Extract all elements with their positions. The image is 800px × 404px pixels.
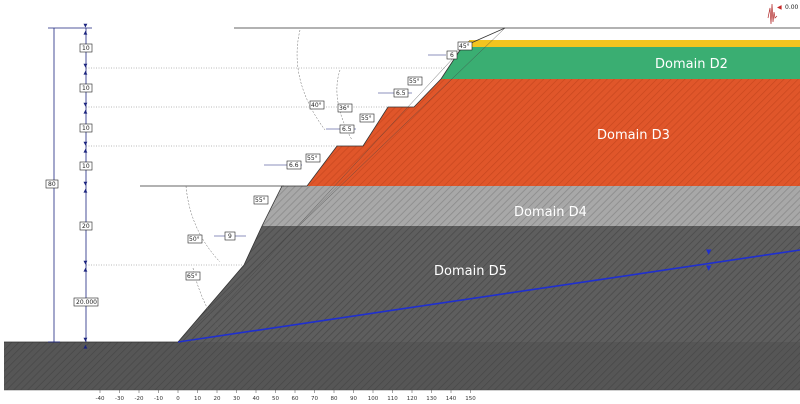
water-table-line [177, 249, 800, 343]
x-tick-label: 140 [446, 396, 457, 402]
domain-d1-region [462, 40, 800, 47]
bench-width-label: 6.5 [396, 90, 406, 97]
base-height-label: 20.000 [76, 299, 97, 306]
x-tick-label: 50 [272, 396, 279, 402]
face-angle-label: 55° [255, 197, 266, 204]
bench-height-labels: 10 10 10 10 20 20.000 [73, 43, 99, 307]
x-tick-label: 40 [253, 396, 260, 402]
angle-arcs [185, 29, 353, 331]
domain-d2-label: Domain D2 [655, 57, 728, 72]
bench-height-label: 10 [82, 85, 90, 92]
total-height-label: 80 [48, 181, 56, 188]
dim-arrow-icon: ▲ [84, 267, 88, 273]
overall-angle-label: 40° [311, 102, 322, 109]
face-angle-label: 55° [307, 155, 318, 162]
x-tick-label: 70 [311, 396, 318, 402]
bench-height-label: 10 [82, 45, 90, 52]
dim-arrow-icon: ▲ [84, 188, 88, 194]
face-angle-labels: 45° 55° 55° 55° 55° 65° [185, 41, 473, 281]
face-angle-label: 55° [361, 115, 372, 122]
bench-width-label: 6.6 [289, 162, 299, 169]
dim-arrow-icon: ▲ [84, 148, 88, 154]
domain-d3-region [282, 79, 800, 186]
x-tick-label: 150 [465, 396, 476, 402]
dim-arrow-icon: ▼ [84, 102, 88, 108]
domain-d3-label: Domain D3 [597, 128, 670, 143]
dim-arrow-icon: ▼ [84, 23, 88, 29]
x-tick-label: 10 [194, 396, 201, 402]
face-angle-label: 45° [459, 43, 470, 50]
total-height-box [45, 179, 59, 189]
dim-arrow-icon: ▼ [84, 63, 88, 69]
dim-arrow-icon: ▼ [84, 337, 88, 343]
bench-width-label: 6 [450, 52, 454, 59]
bench-height-label: 10 [82, 125, 90, 132]
domain-d4-region [262, 186, 800, 226]
domain-d4-label: Domain D4 [514, 205, 587, 220]
bench-width-label: 6.5 [342, 126, 352, 133]
domain-d2-region [441, 47, 800, 79]
indicator-value: 0.00 [785, 4, 799, 11]
bench-top-lines [140, 27, 505, 187]
bench-height-label: 20 [82, 223, 90, 230]
dim-arrow-icon: ▲ [84, 109, 88, 115]
dim-arrow-icon: ▲ [84, 70, 88, 76]
dim-arrow-icon: ▼ [84, 181, 88, 187]
x-tick-label: 110 [387, 396, 398, 402]
x-tick-label: 60 [292, 396, 299, 402]
dim-arrow-icon: ▼ [84, 141, 88, 147]
x-tick-label: 30 [233, 396, 240, 402]
x-tick-label: 130 [426, 396, 437, 402]
water-marker-icon: ▼ [706, 248, 712, 256]
water-marker-icon: ▼ [706, 264, 712, 272]
face-angle-label: 65° [187, 273, 198, 280]
overall-angle-label: 36° [339, 105, 350, 112]
x-tick-label: -10 [154, 396, 163, 402]
domain-d5-label: Domain D5 [434, 264, 507, 279]
x-tick-label: -20 [135, 396, 144, 402]
domain-d5-region [178, 226, 800, 342]
bench-width-value-boxes: 6 6.5 6.5 6.6 9 [224, 50, 458, 241]
ground-block [4, 342, 800, 390]
seismic-wave-icon [767, 3, 778, 25]
x-axis: -40 -30 -20 -10 0 10 20 30 40 50 60 70 80 90 100 110 120… [4, 389, 800, 402]
overall-slope-lines [177, 27, 506, 343]
bench-width-label: 9 [228, 233, 232, 240]
x-tick-label: 90 [350, 396, 357, 402]
x-tick-label: -30 [115, 396, 124, 402]
x-tick-label: 80 [331, 396, 338, 402]
face-angle-label: 55° [409, 78, 420, 85]
overall-angle-labels: 40° 36° 50° [187, 100, 353, 244]
x-tick-label: 100 [368, 396, 379, 402]
dim-arrow-icon: ▼ [84, 260, 88, 266]
dim-arrow-icon: ▲ [84, 344, 88, 350]
x-tick-label: 0 [176, 396, 180, 402]
domain-d1-label: Domain D1 [700, 29, 773, 44]
dim-arrow-icon: ▲ [84, 30, 88, 36]
x-tick-label: 120 [407, 396, 418, 402]
dim-arrow-icons: ▲▼▲▼▲▼▲▼▲▼▲▼▲▼ [84, 23, 88, 350]
seismic-indicator: ◀ 0.00 [767, 3, 799, 25]
bench-height-label: 10 [82, 163, 90, 170]
x-tick-label: 20 [214, 396, 221, 402]
overall-angle-label: 50° [189, 236, 200, 243]
indicator-arrow-icon: ◀ [777, 4, 782, 11]
x-tick-label: -40 [96, 396, 105, 402]
